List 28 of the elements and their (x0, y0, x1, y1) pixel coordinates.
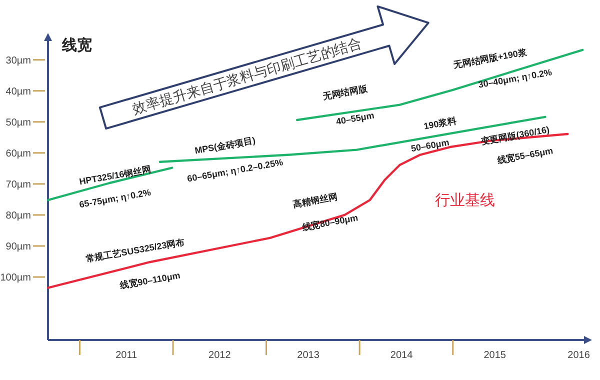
y-tick-label: 70µm (6, 179, 31, 190)
annotation: 常规工艺SUS325/23网布 (84, 236, 186, 264)
annotation: 50–60μm (410, 137, 450, 154)
y-tick-label: 100µm (0, 272, 31, 284)
x-tick-label: 2015 (484, 350, 506, 361)
annotation: 线宽80–90μm (300, 212, 359, 232)
y-tick-label: 80µm (6, 210, 31, 222)
annotation: 线宽90–110μm (118, 270, 182, 291)
annotation: 无网结网版 (321, 83, 370, 102)
y-tick-label: 90µm (6, 241, 31, 252)
x-tick-label: 2016 (568, 350, 590, 361)
y-tick-label: 40µm (6, 86, 31, 98)
x-tick-label: 2011 (116, 350, 138, 361)
annotation: HPT325/16钢丝网 (78, 164, 152, 187)
annotation: MPS(金砖项目) (194, 135, 256, 156)
x-tick-label: 2012 (208, 350, 232, 361)
y-tick-label: 50µm (6, 117, 31, 128)
annotation: 变更网版(360/16) (478, 124, 550, 147)
y-tick-label: 60µm (6, 148, 31, 160)
annotation: 40–55μm (335, 110, 375, 127)
x-tick-label: 2014 (390, 350, 414, 361)
annotation: 高精钢丝网 (292, 192, 338, 210)
text: 行业基线 (435, 192, 496, 209)
y-axis-title: 线宽 (61, 36, 92, 54)
annotation: 65-75μm; η↑0.2% (78, 187, 152, 210)
y-tick-label: 30µm (6, 55, 31, 66)
x-tick-label: 2013 (297, 350, 320, 361)
annotation: 线宽55–65μm (495, 146, 554, 166)
